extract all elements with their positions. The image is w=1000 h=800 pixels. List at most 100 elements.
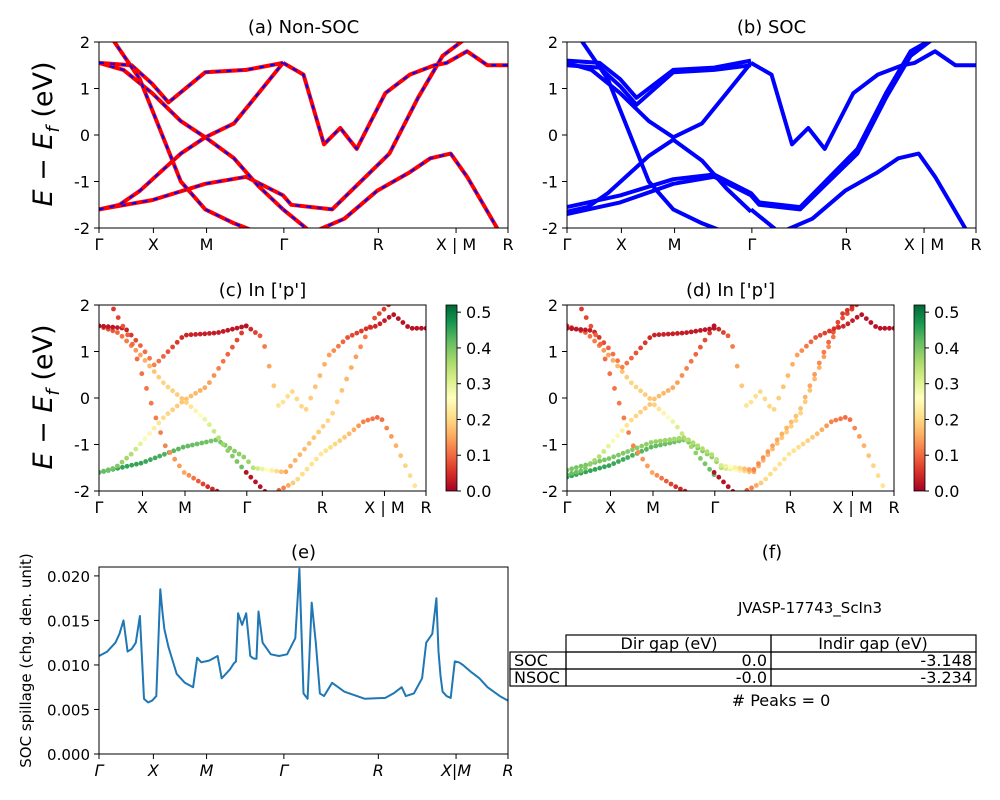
band-point [807, 388, 813, 393]
band-point [828, 419, 834, 425]
band-point [659, 475, 664, 481]
band-point [808, 339, 814, 345]
band-point [675, 331, 680, 336]
band-point [349, 332, 355, 338]
band-point [670, 385, 676, 391]
band-point [210, 486, 215, 491]
band-point [707, 326, 712, 332]
axes-frame [566, 304, 895, 492]
band-point [624, 422, 630, 428]
band-point [405, 324, 410, 329]
band-point [629, 380, 634, 386]
band-point [707, 466, 712, 472]
band-point [344, 376, 349, 382]
band-point [311, 435, 317, 441]
band-point [621, 415, 627, 421]
band-point [197, 412, 203, 418]
band-point [861, 443, 867, 449]
band-point [124, 338, 129, 344]
band-point [877, 325, 883, 331]
band-point [602, 457, 607, 463]
band-point [875, 473, 881, 479]
band-point [813, 335, 818, 340]
panel-title: (b) SOC [737, 17, 806, 38]
band-point [633, 413, 639, 419]
band-line-7 [750, 49, 976, 151]
ytick-label-1: -1 [74, 173, 90, 192]
band-point [391, 312, 397, 318]
band-point [225, 448, 231, 453]
band-point [790, 361, 795, 367]
xtick-label-4: R [317, 498, 328, 517]
band-point [693, 450, 699, 456]
band-point [583, 465, 588, 471]
band-point [138, 460, 144, 466]
band-point [592, 458, 597, 463]
colorbar [445, 304, 458, 492]
band-point [619, 428, 625, 433]
band-point [693, 328, 699, 334]
ytick-label-4: 2 [548, 33, 558, 52]
band-point [115, 315, 121, 320]
band-point [642, 340, 648, 346]
band-point [673, 484, 679, 490]
band-point [629, 417, 634, 423]
xtick-label-4: R [841, 235, 852, 254]
band-point [162, 451, 167, 457]
xtick-label-1: X [148, 235, 159, 254]
band-point [276, 488, 282, 491]
band-point [597, 458, 603, 464]
band-point [403, 463, 408, 469]
band-point [827, 328, 832, 334]
material-label: JVASP-17743_ScIn3 [737, 599, 882, 618]
band-point [578, 327, 584, 332]
band-point [656, 332, 662, 338]
band-point [342, 434, 347, 440]
colorbar-tick-label-4: 0.4 [934, 339, 959, 358]
band-point [667, 437, 673, 443]
band-point [812, 376, 817, 382]
band-point [177, 463, 182, 469]
band-point [180, 444, 186, 450]
band-point [302, 446, 307, 452]
band-point [207, 380, 212, 385]
band-point [788, 423, 794, 429]
band-point [732, 465, 738, 470]
band-point [147, 355, 153, 361]
band-point [253, 330, 258, 335]
colorbar-tick-label-5: 0.5 [934, 303, 959, 322]
xtick-label-1: X [147, 761, 160, 780]
band-point [679, 373, 685, 378]
band-point [158, 430, 164, 435]
ytick-label-4: 2 [80, 33, 90, 52]
xtick-label-6: R [502, 761, 513, 780]
band-point [847, 417, 853, 423]
band-point [805, 438, 811, 444]
band-point [171, 448, 177, 454]
band-point [308, 395, 314, 401]
band-point [679, 330, 685, 336]
band-point [596, 454, 602, 459]
band-point [266, 363, 272, 369]
band-point [588, 468, 593, 474]
band-point [260, 466, 265, 472]
band-point [299, 403, 304, 409]
band-point [610, 351, 616, 357]
band-point [721, 330, 726, 335]
band-point [193, 408, 199, 414]
band-point [579, 306, 584, 312]
band-point [348, 365, 354, 370]
band-point [225, 327, 231, 333]
band-point [216, 366, 222, 371]
band-point [143, 459, 149, 464]
band-point [225, 351, 231, 357]
band-point [368, 325, 374, 330]
panel-f: (f) JVASP-17743_ScIn3 Dir gap (eV) Indir… [509, 542, 977, 710]
table-row-soc-indir: -3.148 [920, 651, 972, 670]
band-point [295, 476, 301, 482]
band-point [330, 410, 335, 416]
band-point [317, 373, 323, 378]
band-point [702, 461, 708, 467]
band-point [309, 461, 315, 467]
band-point [642, 392, 648, 397]
